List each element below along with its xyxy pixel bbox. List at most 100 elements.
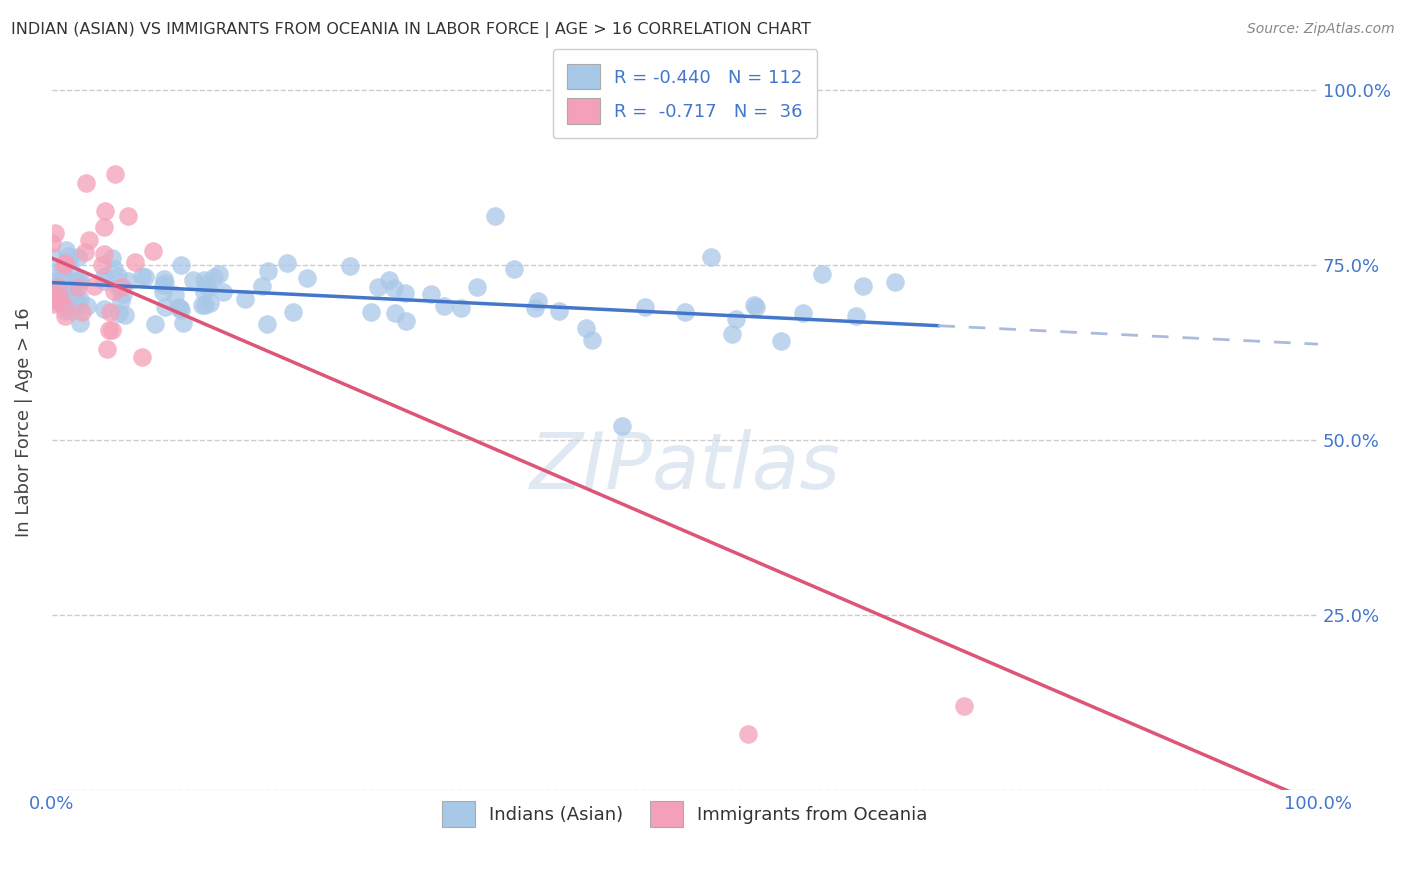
Point: [212, 285, 235, 300]
Point: [450, 301, 472, 315]
Point: [502, 262, 524, 277]
Point: [377, 273, 399, 287]
Point: [44, 226, 66, 240]
Point: [547, 304, 569, 318]
Point: [145, 318, 167, 332]
Point: [110, 293, 132, 308]
Point: [721, 326, 744, 341]
Point: [202, 269, 225, 284]
Point: [93, 269, 115, 284]
Point: [58, 253, 80, 268]
Point: [52, 258, 75, 272]
Point: [60, 285, 83, 300]
Point: [233, 292, 256, 306]
Point: [191, 298, 214, 312]
Point: [172, 316, 194, 330]
Point: [181, 272, 204, 286]
Point: [524, 301, 547, 316]
Point: [339, 260, 361, 274]
Point: [93, 302, 115, 317]
Point: [153, 300, 176, 314]
Point: [169, 301, 191, 316]
Point: [104, 167, 127, 181]
Point: [46, 280, 69, 294]
Point: [66, 292, 89, 306]
Legend: Indians (Asian), Immigrants from Oceania: Indians (Asian), Immigrants from Oceania: [433, 792, 936, 836]
Point: [110, 280, 132, 294]
Point: [101, 323, 124, 337]
Point: [100, 304, 122, 318]
Point: [51, 262, 73, 277]
Point: [91, 258, 114, 272]
Point: [69, 272, 91, 286]
Point: [581, 334, 603, 348]
Point: [103, 262, 125, 277]
Point: [75, 176, 97, 190]
Point: [737, 727, 759, 741]
Point: [433, 299, 456, 313]
Point: [153, 272, 176, 286]
Point: [55, 244, 77, 258]
Point: [67, 251, 90, 265]
Point: [52, 283, 75, 297]
Point: [395, 313, 418, 327]
Point: [527, 294, 550, 309]
Point: [60, 304, 83, 318]
Point: [44, 250, 66, 264]
Point: [152, 277, 174, 292]
Point: [42, 290, 65, 304]
Point: [66, 297, 89, 311]
Point: [114, 309, 136, 323]
Point: [952, 698, 974, 713]
Point: [69, 292, 91, 306]
Point: [62, 267, 84, 281]
Point: [75, 245, 97, 260]
Point: [634, 300, 657, 314]
Point: [48, 280, 70, 294]
Point: [484, 209, 506, 223]
Point: [170, 302, 193, 317]
Point: [792, 306, 814, 320]
Text: ZIPatlas: ZIPatlas: [530, 429, 841, 505]
Point: [419, 286, 441, 301]
Point: [69, 316, 91, 330]
Text: INDIAN (ASIAN) VS IMMIGRANTS FROM OCEANIA IN LABOR FORCE | AGE > 16 CORRELATION : INDIAN (ASIAN) VS IMMIGRANTS FROM OCEANI…: [11, 22, 811, 38]
Point: [152, 285, 174, 300]
Point: [675, 305, 697, 319]
Point: [52, 294, 75, 309]
Point: [742, 298, 765, 312]
Point: [60, 282, 83, 296]
Point: [108, 306, 131, 320]
Point: [42, 287, 65, 301]
Point: [770, 334, 793, 348]
Point: [724, 312, 747, 326]
Point: [276, 256, 298, 270]
Point: [208, 267, 231, 281]
Y-axis label: In Labor Force | Age > 16: In Labor Force | Age > 16: [15, 308, 32, 537]
Point: [575, 321, 598, 335]
Point: [163, 288, 186, 302]
Point: [65, 274, 87, 288]
Point: [77, 233, 100, 247]
Point: [295, 271, 318, 285]
Point: [810, 267, 832, 281]
Point: [194, 298, 217, 312]
Point: [53, 304, 76, 318]
Point: [111, 287, 134, 301]
Point: [45, 295, 67, 310]
Point: [467, 280, 489, 294]
Point: [49, 291, 72, 305]
Point: [63, 291, 86, 305]
Point: [384, 306, 406, 320]
Point: [134, 269, 156, 284]
Point: [107, 279, 129, 293]
Point: [111, 280, 134, 294]
Point: [394, 286, 416, 301]
Point: [281, 305, 304, 319]
Point: [250, 279, 273, 293]
Point: [53, 289, 76, 303]
Point: [610, 419, 633, 434]
Point: [197, 280, 219, 294]
Point: [49, 291, 72, 305]
Point: [53, 301, 76, 315]
